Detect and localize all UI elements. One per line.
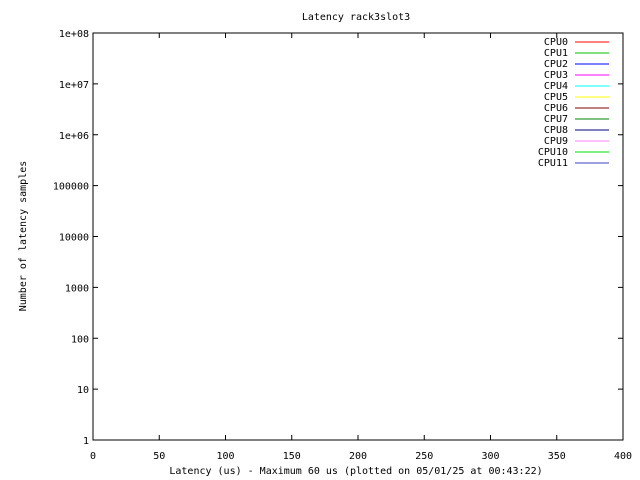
legend-label: CPU1 xyxy=(544,48,568,59)
x-tick-label: 350 xyxy=(548,451,566,462)
legend-label: CPU0 xyxy=(544,37,568,48)
legend-label: CPU2 xyxy=(544,59,568,70)
y-tick-label: 100000 xyxy=(53,182,89,193)
y-tick-label: 1e+07 xyxy=(59,80,89,91)
x-tick-label: 50 xyxy=(153,451,165,462)
legend: CPU0CPU1CPU2CPU3CPU4CPU5CPU6CPU7CPU8CPU9… xyxy=(538,37,609,169)
legend-label: CPU10 xyxy=(538,147,568,158)
legend-label: CPU8 xyxy=(544,125,568,136)
legend-label: CPU3 xyxy=(544,70,568,81)
x-tick-label: 200 xyxy=(349,451,367,462)
x-tick-label: 150 xyxy=(283,451,301,462)
x-tick-label: 300 xyxy=(481,451,499,462)
x-tick-label: 100 xyxy=(216,451,234,462)
x-axis-label: Latency (us) - Maximum 60 us (plotted on… xyxy=(169,466,542,477)
y-tick-label: 1000 xyxy=(65,283,89,294)
y-axis-label: Number of latency samples xyxy=(18,161,29,312)
y-tick-label: 1e+08 xyxy=(59,29,89,40)
y-tick-label: 1 xyxy=(83,436,89,447)
legend-label: CPU4 xyxy=(544,81,568,92)
y-tick-label: 100 xyxy=(71,334,89,345)
legend-label: CPU11 xyxy=(538,158,568,169)
x-axis: 0 50 100 150 200 250 300 350 400 xyxy=(90,33,632,462)
y-tick-label: 10 xyxy=(77,385,89,396)
y-tick-label: 10000 xyxy=(59,233,89,244)
x-tick-label: 250 xyxy=(415,451,433,462)
chart-title: Latency rack3slot3 xyxy=(302,12,410,23)
legend-label: CPU7 xyxy=(544,114,568,125)
x-tick-label: 0 xyxy=(90,451,96,462)
y-axis: 1 10 100 1000 10000 100000 1e+06 1e+07 1e+08 xyxy=(53,29,623,447)
y-tick-label: 1e+06 xyxy=(59,131,89,142)
legend-label: CPU9 xyxy=(544,136,568,147)
legend-label: CPU5 xyxy=(544,92,568,103)
legend-label: CPU6 xyxy=(544,103,568,114)
x-tick-label: 400 xyxy=(614,451,632,462)
